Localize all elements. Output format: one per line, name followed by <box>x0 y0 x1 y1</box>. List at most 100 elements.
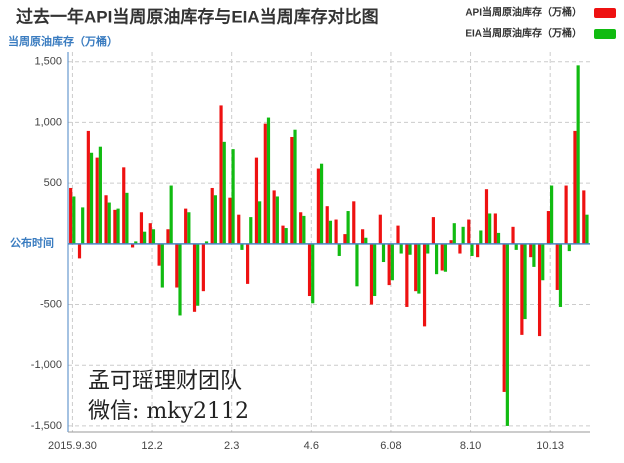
bar <box>378 214 382 244</box>
bar <box>520 243 524 335</box>
bar <box>479 230 483 244</box>
bar <box>576 65 580 244</box>
bar <box>254 157 259 244</box>
bar <box>373 243 377 297</box>
bar <box>148 223 152 244</box>
y-tick-label: 1,500 <box>34 56 62 68</box>
bar <box>204 241 209 244</box>
bar <box>107 202 111 244</box>
bar <box>192 243 197 312</box>
bar <box>555 243 559 290</box>
bar <box>399 243 403 254</box>
bar <box>240 243 244 250</box>
bar <box>369 243 374 305</box>
watermark: 微信: mky2112 <box>88 399 249 424</box>
bar <box>201 243 205 292</box>
bar <box>95 157 99 244</box>
x-axis-title: 公布时间 <box>10 236 54 250</box>
bar <box>408 243 412 255</box>
bar <box>422 243 427 327</box>
bar <box>113 209 117 244</box>
y-tick-label: 500 <box>44 177 62 189</box>
bar <box>81 207 85 244</box>
bar <box>440 243 444 271</box>
legend-swatch <box>594 29 616 39</box>
bar <box>266 117 271 244</box>
bar <box>302 215 306 244</box>
bar <box>550 185 554 244</box>
bar <box>196 243 200 306</box>
bar <box>130 243 135 248</box>
bar <box>546 211 551 244</box>
x-tick-label: 8.10 <box>460 440 481 452</box>
bar <box>210 187 214 244</box>
bar <box>316 168 320 244</box>
bar <box>573 130 577 244</box>
bar <box>505 243 509 426</box>
bar <box>443 243 448 272</box>
bar <box>417 243 421 294</box>
bar <box>222 141 226 244</box>
bar <box>134 241 138 244</box>
bar <box>319 163 324 244</box>
bar <box>461 226 465 244</box>
bar <box>284 228 288 244</box>
bar <box>537 243 542 337</box>
bar <box>263 123 267 244</box>
bar <box>116 208 120 244</box>
bar <box>582 190 586 244</box>
bar <box>405 243 409 307</box>
bar <box>434 243 439 275</box>
bar <box>281 225 285 244</box>
bar <box>166 229 170 244</box>
x-tick-label: 4.6 <box>304 440 319 452</box>
legend-label: EIA当周原油库存（万桶） <box>465 27 582 40</box>
bar <box>219 105 223 244</box>
bar <box>237 214 241 244</box>
bar <box>476 243 480 258</box>
bar <box>529 243 533 258</box>
bar <box>452 223 456 244</box>
bar <box>390 243 394 281</box>
bar <box>343 234 347 244</box>
bar <box>160 243 164 288</box>
bar <box>275 196 279 244</box>
chart-title: 过去一年API当周原油库存与EIA当周库存对比图 <box>16 6 379 26</box>
bar <box>426 243 430 254</box>
bar <box>72 196 76 244</box>
y-tick-label: -500 <box>40 298 62 310</box>
watermark: 孟可瑶理财团队 <box>88 369 242 394</box>
bar <box>69 187 73 244</box>
bar <box>328 220 333 244</box>
bar <box>249 217 253 244</box>
bar <box>514 243 518 250</box>
y-tick-label: -1,500 <box>31 420 62 432</box>
bar <box>364 237 368 244</box>
bar <box>290 136 294 244</box>
bar <box>86 130 90 244</box>
bar <box>334 219 338 244</box>
bar <box>258 201 262 244</box>
x-tick-label: 10.13 <box>536 440 564 452</box>
legend-swatch <box>594 8 616 18</box>
bar <box>122 167 126 244</box>
bar <box>414 243 418 292</box>
bar <box>361 229 365 244</box>
bar <box>523 243 527 320</box>
bar <box>493 213 497 244</box>
bar <box>125 192 129 244</box>
y-tick-label: -1,000 <box>31 359 62 371</box>
bar <box>337 243 341 256</box>
bar <box>511 226 515 244</box>
bar <box>449 240 453 244</box>
bar <box>104 195 108 244</box>
bar <box>175 243 179 288</box>
bar <box>169 185 173 244</box>
x-tick-label: 2.3 <box>224 440 239 452</box>
bar <box>299 212 303 244</box>
bar <box>381 243 386 263</box>
bar <box>431 217 435 244</box>
bar <box>458 243 462 254</box>
bar <box>151 229 156 244</box>
bar <box>293 129 297 244</box>
